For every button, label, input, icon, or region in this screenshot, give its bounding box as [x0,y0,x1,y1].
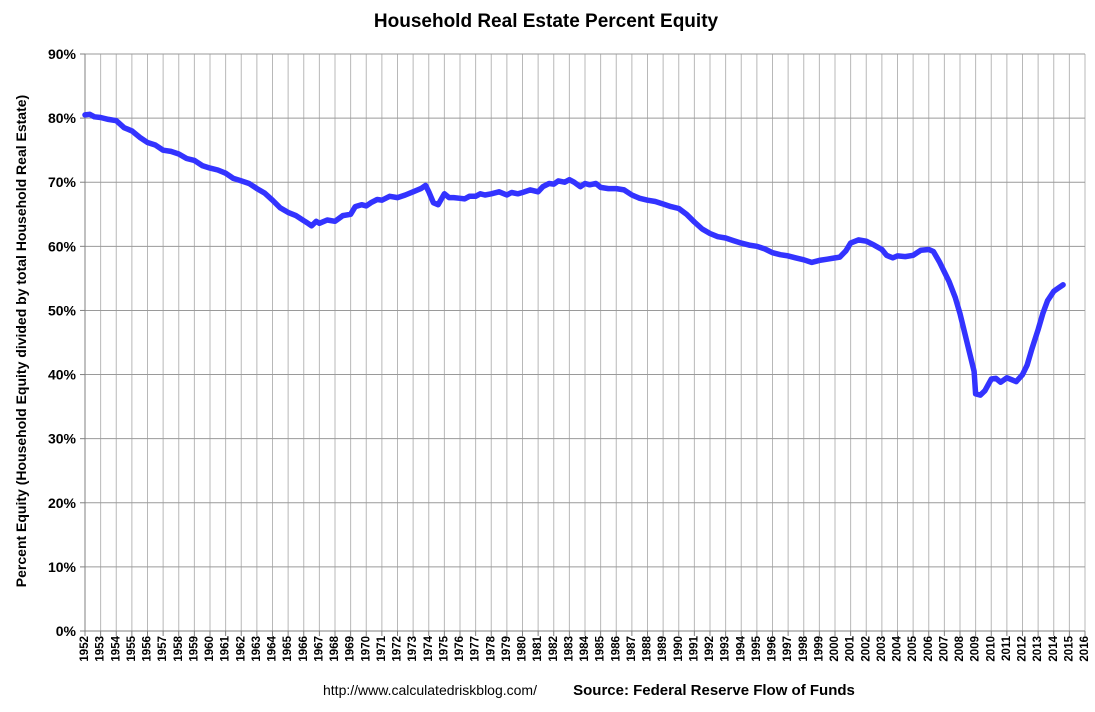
x-tick-label: 1960 [204,636,216,662]
axes [80,53,1086,636]
x-tick-label: 2011 [1001,635,1013,661]
chart-title: Household Real Estate Percent Equity [374,11,719,32]
x-tick-label: 1976 [454,636,466,662]
x-tick-label: 1982 [548,636,560,662]
x-tick-label: 1997 [782,636,794,662]
x-tick-label: 1953 [95,636,107,662]
x-tick-label: 1958 [173,635,185,661]
x-tick-label: 1969 [345,636,357,662]
x-tick-label: 1956 [142,636,154,662]
y-tick-label: 70% [48,174,77,190]
x-tick-label: 1979 [501,636,513,662]
y-tick-label: 10% [48,559,77,575]
x-tick-label: 1974 [423,635,435,661]
x-tick-label: 1992 [704,636,716,662]
x-tick-label: 1989 [657,636,669,662]
x-tick-label: 1993 [720,636,732,662]
x-tick-label: 2014 [1048,635,1060,661]
x-tick-label: 1990 [673,636,685,662]
x-tick-label: 1954 [110,635,122,661]
x-tick-label: 1973 [407,636,419,662]
x-tick-label: 2000 [829,636,841,662]
x-tick-label: 2013 [1032,636,1044,662]
x-tick-label: 1986 [610,636,622,662]
x-tick-label: 2010 [985,636,997,662]
x-tick-label: 1994 [735,635,747,661]
y-tick-label: 30% [48,431,77,447]
x-tick-label: 1955 [126,635,138,661]
x-tick-label: 1978 [485,635,497,661]
x-tick-label: 1971 [376,635,388,661]
x-tick-label: 1957 [157,636,169,662]
x-tick-label: 1967 [313,636,325,662]
x-tick-label: 2007 [938,636,950,662]
y-tick-label: 0% [56,623,77,639]
x-tick-label: 2002 [860,636,872,662]
x-tick-label: 1966 [298,636,310,662]
x-tick-labels: 1952 1953 1954 1955 1956 1957 1958 1959 1960 1961… [79,635,1091,661]
x-tick-label: 1959 [188,636,200,662]
x-tick-label: 2008 [954,635,966,661]
x-tick-label: 2016 [1079,636,1091,662]
x-tick-label: 2005 [907,635,919,661]
x-tick-label: 2003 [876,636,888,662]
x-tick-label: 2004 [892,635,904,661]
x-tick-label: 1983 [563,636,575,662]
x-tick-label: 1980 [517,636,529,662]
x-tick-label: 1996 [767,636,779,662]
y-tick-labels: 0% 10% 20% 30% 40% 50% 60% 70% 80% 90% [48,46,77,639]
x-tick-label: 1981 [532,635,544,661]
x-tick-label: 1988 [642,635,654,661]
source-url[interactable]: http://www.calculatedriskblog.com/ [323,682,537,698]
x-tick-label: 1998 [798,635,810,661]
source-note: Source: Federal Reserve Flow of Funds [573,682,855,699]
y-tick-label: 50% [48,302,77,318]
x-tick-label: 1970 [360,636,372,662]
x-tick-label: 1972 [392,636,404,662]
series-layer [82,111,1066,398]
x-tick-label: 2012 [1017,636,1029,662]
y-tick-label: 90% [48,46,77,62]
x-tick-label: 1995 [751,635,763,661]
x-tick-label: 1963 [251,636,263,662]
x-tick-label: 1961 [220,635,232,661]
x-tick-label: 2009 [970,636,982,662]
x-tick-label: 1984 [579,635,591,661]
x-tick-label: 1975 [438,635,450,661]
series-line [82,111,1066,398]
x-tick-label: 1965 [282,635,294,661]
x-tick-label: 1977 [470,636,482,662]
x-tick-label: 1968 [329,635,341,661]
y-tick-label: 60% [48,238,77,254]
y-tick-label: 40% [48,367,77,383]
y-tick-label: 80% [48,110,77,126]
x-tick-label: 1962 [235,636,247,662]
y-tick-label: 20% [48,495,77,511]
x-tick-label: 1985 [595,635,607,661]
y-axis-label: Percent Equity (Household Equity divided… [13,95,29,587]
vertical-gridlines [84,54,1086,631]
x-tick-label: 2006 [923,636,935,662]
x-tick-label: 1991 [688,635,700,661]
x-tick-label: 2001 [845,635,857,661]
x-tick-label: 1964 [267,635,279,661]
x-tick-label: 2015 [1063,635,1075,661]
x-tick-label: 1987 [626,636,638,662]
x-tick-label: 1999 [813,636,825,662]
x-tick-label: 1952 [79,636,91,662]
